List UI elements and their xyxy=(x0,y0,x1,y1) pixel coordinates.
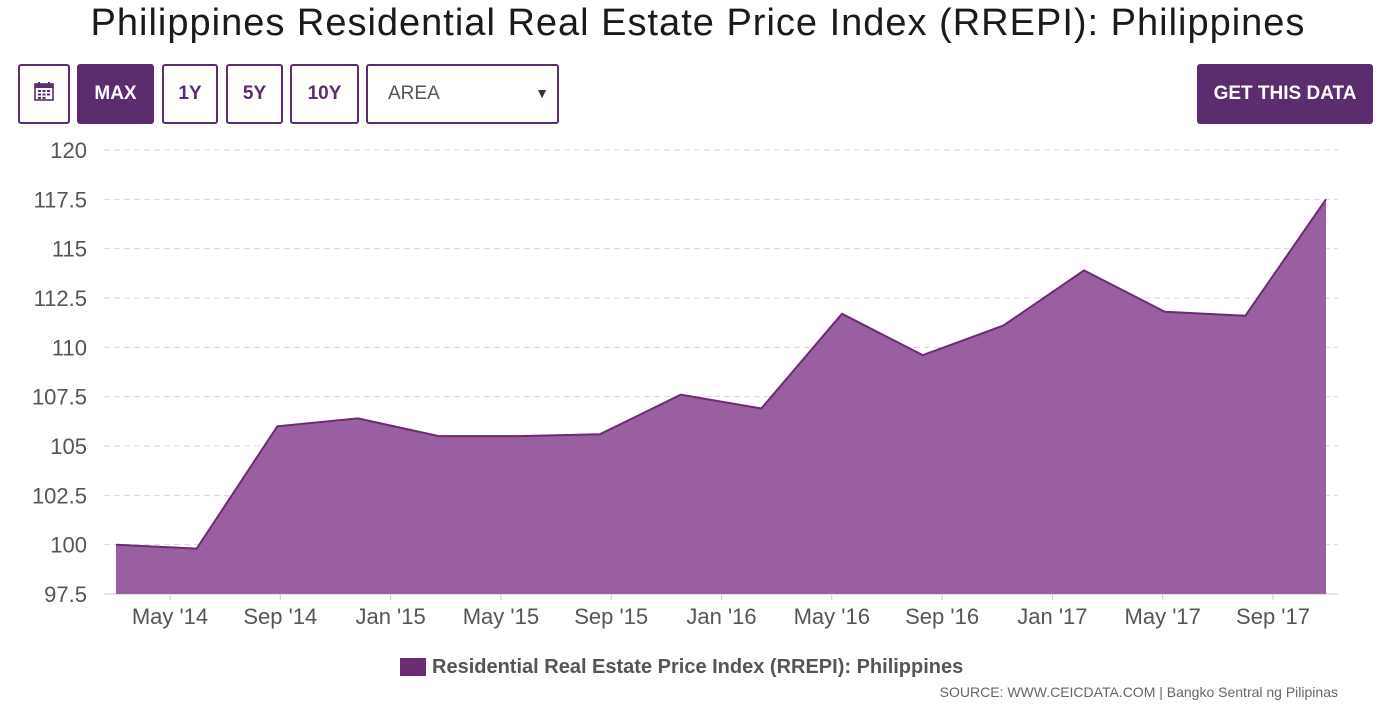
y-tick-label: 110 xyxy=(52,335,87,360)
range-5y-button[interactable]: 5Y xyxy=(226,64,283,124)
y-tick-label: 120 xyxy=(50,138,87,163)
get-this-data-button[interactable]: GET THIS DATA xyxy=(1197,64,1373,124)
x-tick-label: May '14 xyxy=(132,604,208,629)
page-title: Philippines Residential Real Estate Pric… xyxy=(90,2,1306,44)
range-max-button[interactable]: MAX xyxy=(77,64,154,124)
date-range-button[interactable] xyxy=(18,64,70,124)
dropdown-arrow-icon: ▼ xyxy=(535,85,549,101)
x-tick-label: Jan '15 xyxy=(355,604,425,629)
y-tick-label: 105 xyxy=(50,434,87,459)
legend-swatch xyxy=(400,658,426,676)
range-1y-button[interactable]: 1Y xyxy=(162,64,218,124)
y-tick-label: 117.5 xyxy=(34,187,87,212)
y-axis: 97.5 100 102.5 105 107.5 110 112.5 115 117.5 120 xyxy=(32,138,87,607)
series-area xyxy=(116,199,1326,595)
y-tick-label: 112.5 xyxy=(34,286,87,311)
legend-label: Residential Real Estate Price Index (RRE… xyxy=(432,655,964,678)
x-tick-label: May '16 xyxy=(794,604,870,629)
y-tick-label: 97.5 xyxy=(44,582,87,607)
chart-type-select[interactable]: AREA ▼ xyxy=(366,64,559,124)
x-tick-label: Sep '16 xyxy=(905,604,979,629)
x-tick-label: May '17 xyxy=(1125,604,1201,629)
chart-type-value: AREA xyxy=(388,83,440,104)
y-tick-label: 102.5 xyxy=(32,483,87,508)
x-tick-label: Sep '15 xyxy=(574,604,648,629)
x-axis: May '14 Sep '14 Jan '15 May '15 Sep '15 Jan '… xyxy=(132,594,1310,629)
y-tick-label: 107.5 xyxy=(32,385,87,410)
x-tick-label: Jan '16 xyxy=(686,604,756,629)
series-line xyxy=(115,198,1327,550)
x-tick-label: Jan '17 xyxy=(1017,604,1087,629)
x-tick-label: May '15 xyxy=(463,604,539,629)
x-tick-label: Sep '14 xyxy=(243,604,317,629)
calendar-icon xyxy=(34,81,54,107)
legend-item[interactable]: Residential Real Estate Price Index (RRE… xyxy=(400,654,963,680)
source-note: SOURCE: WWW.CEICDATA.COM | Bangko Sentra… xyxy=(939,684,1338,700)
x-tick-label: Sep '17 xyxy=(1236,604,1310,629)
y-tick-label: 100 xyxy=(50,533,87,558)
range-10y-button[interactable]: 10Y xyxy=(290,64,359,124)
series-layer xyxy=(115,198,1327,595)
y-tick-label: 115 xyxy=(52,237,87,262)
